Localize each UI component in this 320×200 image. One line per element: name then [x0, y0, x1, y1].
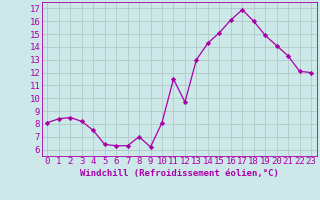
X-axis label: Windchill (Refroidissement éolien,°C): Windchill (Refroidissement éolien,°C) [80, 169, 279, 178]
